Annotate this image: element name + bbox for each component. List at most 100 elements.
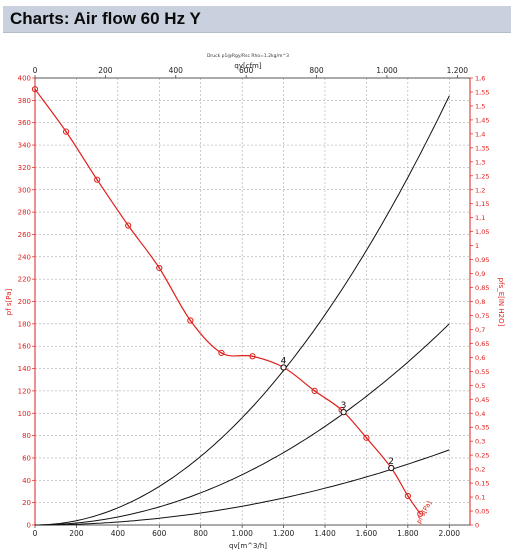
x-bottom-tick-label: 2.000 bbox=[439, 529, 461, 538]
x-bottom-tick-label: 1.000 bbox=[231, 529, 253, 538]
fan-curve-point bbox=[417, 510, 424, 517]
y-left-tick-label: 0 bbox=[27, 522, 31, 530]
y-left-tick-label: 40 bbox=[22, 477, 31, 485]
y-right-tick-label: 0,5 bbox=[475, 382, 485, 390]
operating-point-label: 4 bbox=[281, 356, 287, 366]
y-right-tick-label: 0,6 bbox=[475, 354, 485, 362]
x-top-tick-label: 800 bbox=[309, 66, 324, 75]
fan-curve-point bbox=[94, 176, 101, 183]
y-right-tick-label: 0,75 bbox=[475, 312, 489, 320]
system-curves bbox=[35, 95, 450, 526]
fan-curve-point bbox=[363, 434, 370, 441]
y-right-tick-label: 0,15 bbox=[475, 480, 489, 488]
y-left-tick-label: 220 bbox=[18, 276, 31, 284]
fan-curve-point-center bbox=[365, 437, 368, 439]
header-bar: Charts: Air flow 60 Hz Y bbox=[3, 6, 511, 33]
x-bottom-tick-label: 400 bbox=[111, 529, 126, 538]
system-curve-line bbox=[35, 449, 450, 526]
y-right-tick-label: 1,4 bbox=[475, 130, 485, 138]
operating-point-label: 3 bbox=[341, 401, 347, 411]
fan-curve-point-center bbox=[189, 319, 192, 322]
y-right-tick-label: 1 bbox=[475, 242, 479, 250]
x-bottom-tick-label: 1.800 bbox=[397, 529, 419, 538]
fan-curve-point-center bbox=[158, 267, 161, 269]
y-right-tick-label: 0,45 bbox=[475, 396, 489, 404]
y-right-tick-label: 1,6 bbox=[475, 75, 485, 83]
y-right-tick-label: 0,2 bbox=[475, 466, 485, 474]
fan-curve-point-center bbox=[407, 495, 409, 497]
fan-curve-point bbox=[404, 492, 411, 500]
y-right-tick-label: 0,9 bbox=[475, 270, 485, 278]
y-right-tick-label: 0,7 bbox=[475, 326, 485, 334]
fan-curve-point-center bbox=[127, 224, 130, 227]
x-bottom-tick-label: 800 bbox=[194, 529, 209, 538]
y-left-tick-label: 80 bbox=[22, 432, 31, 440]
x-bottom-tick-label: 0 bbox=[33, 529, 38, 538]
operating-points: 4 3 2 bbox=[280, 356, 395, 472]
x-bottom-tick-label: 1.400 bbox=[314, 529, 336, 538]
fan-curve-point-center bbox=[251, 355, 254, 358]
axes: 0 200 400 600 800 1.000 1.200 1.400 1.600 1.800 2.… bbox=[18, 66, 490, 538]
y-left-tick-label: 300 bbox=[18, 186, 31, 194]
y-left-tick-label: 260 bbox=[18, 231, 31, 239]
fan-curve-point bbox=[31, 86, 39, 93]
fan-curve-point-center bbox=[65, 130, 67, 133]
page-title: Charts: Air flow 60 Hz Y bbox=[10, 9, 201, 28]
y-right-axis-label: pfs_E[IN H2O] bbox=[497, 278, 505, 327]
y-left-tick-label: 320 bbox=[18, 164, 31, 172]
x-top-tick-label: 600 bbox=[239, 66, 254, 75]
x-top-tick-label: 0 bbox=[33, 66, 38, 75]
system-curve-line bbox=[35, 323, 450, 526]
y-right-tick-label: 0,3 bbox=[475, 438, 485, 446]
fan-curve-point bbox=[62, 128, 70, 135]
y-right-tick-label: 1,25 bbox=[475, 172, 489, 180]
y-right-tick-label: 1,5 bbox=[475, 102, 485, 110]
operating-point-marker bbox=[388, 464, 395, 472]
fan-curve-point bbox=[311, 387, 318, 394]
y-left-tick-label: 400 bbox=[18, 75, 31, 83]
y-right-tick-label: 1,45 bbox=[475, 116, 489, 124]
fan-curve-point bbox=[218, 349, 225, 357]
x-top-tick-label: 1.200 bbox=[447, 66, 469, 75]
y-right-tick-label: 0,8 bbox=[475, 298, 485, 306]
x-bottom-tick-label: 200 bbox=[69, 529, 84, 538]
x-bottom-axis-label: qv[m^3/h] bbox=[229, 542, 267, 550]
y-left-tick-label: 360 bbox=[18, 119, 31, 127]
x-bottom-tick-label: 1.600 bbox=[356, 529, 378, 538]
y-left-tick-label: 240 bbox=[18, 253, 31, 261]
y-right-tick-label: 0,85 bbox=[475, 284, 489, 292]
y-left-tick-label: 160 bbox=[18, 343, 31, 351]
fan-curve-point-center bbox=[220, 352, 223, 354]
y-right-tick-label: 0,1 bbox=[475, 494, 485, 502]
y-right-tick-label: 1,3 bbox=[475, 158, 485, 166]
y-right-tick-label: 0 bbox=[475, 522, 479, 530]
y-right-tick-label: 1,2 bbox=[475, 186, 485, 194]
operating-point-marker bbox=[340, 409, 347, 416]
y-right-tick-label: 1,35 bbox=[475, 144, 489, 152]
fan-curve-point bbox=[125, 222, 132, 229]
y-right-tick-label: 1,05 bbox=[475, 228, 489, 236]
y-right-tick-label: 0,65 bbox=[475, 340, 489, 348]
y-right-tick-label: 1,1 bbox=[475, 214, 485, 222]
y-right-tick-label: 1,15 bbox=[475, 200, 489, 208]
fan-curve-end-label: pf s[Pa] bbox=[415, 499, 434, 524]
y-left-tick-label: 120 bbox=[18, 387, 31, 395]
fan-curve-point bbox=[156, 264, 163, 272]
x-top-axis-label: qv[cfm] bbox=[234, 62, 261, 70]
y-left-tick-label: 200 bbox=[18, 298, 31, 306]
y-right-tick-label: 0,25 bbox=[475, 452, 489, 460]
y-left-tick-label: 340 bbox=[18, 142, 31, 150]
system-curve-line bbox=[35, 95, 450, 526]
y-right-tick-label: 0,05 bbox=[475, 508, 489, 516]
grid bbox=[34, 77, 470, 526]
y-left-tick-label: 380 bbox=[18, 97, 31, 105]
x-top-tick-label: 1.000 bbox=[376, 66, 398, 75]
fan-curve-point bbox=[249, 353, 256, 360]
x-bottom-tick-label: 1.200 bbox=[273, 529, 295, 538]
operating-point-label: 2 bbox=[388, 457, 394, 467]
x-bottom-tick-label: 600 bbox=[152, 529, 167, 538]
y-right-tick-label: 0,55 bbox=[475, 368, 489, 376]
x-top-tick-label: 200 bbox=[98, 66, 113, 75]
y-right-tick-label: 1,55 bbox=[475, 88, 489, 96]
